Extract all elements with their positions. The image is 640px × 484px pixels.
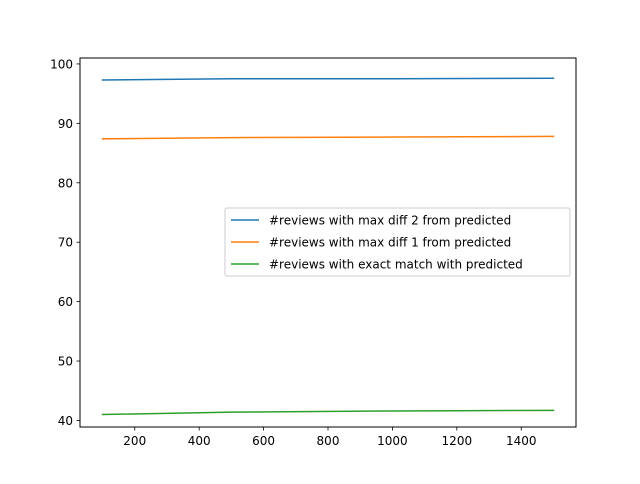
x-tick-label-1: 400 — [188, 434, 211, 448]
series-line-1 — [101, 135, 555, 140]
y-tick-label-0: 40 — [58, 414, 73, 428]
y-tick-label-6: 100 — [50, 57, 73, 71]
y-tick-label-3: 70 — [58, 236, 73, 250]
y-axis: 40 50 60 70 80 90 100 — [50, 57, 80, 428]
legend-label-0: #reviews with max diff 2 from predicted — [269, 214, 511, 228]
series-layer — [101, 77, 555, 416]
x-axis: 200 400 600 800 1000 1200 1400 — [123, 427, 537, 448]
legend-box — [224, 207, 571, 277]
x-tick-label-0: 200 — [123, 434, 146, 448]
x-tick-label-4: 1000 — [377, 434, 408, 448]
legend-label-2: #reviews with exact match with predicted — [269, 258, 523, 272]
y-tick-label-4: 80 — [58, 176, 73, 190]
series-line-2 — [101, 409, 555, 416]
legend[interactable]: #reviews with max diff 2 from predicted #… — [224, 207, 571, 277]
y-tick-label-5: 90 — [58, 117, 73, 131]
x-tick-label-3: 800 — [317, 434, 340, 448]
y-tick-label-1: 50 — [58, 355, 73, 369]
legend-label-1: #reviews with max diff 1 from predicted — [269, 236, 511, 250]
x-tick-label-5: 1200 — [442, 434, 473, 448]
x-tick-label-6: 1400 — [506, 434, 537, 448]
y-tick-label-2: 60 — [58, 295, 73, 309]
series-line-0 — [101, 77, 555, 81]
x-tick-label-2: 600 — [252, 434, 275, 448]
